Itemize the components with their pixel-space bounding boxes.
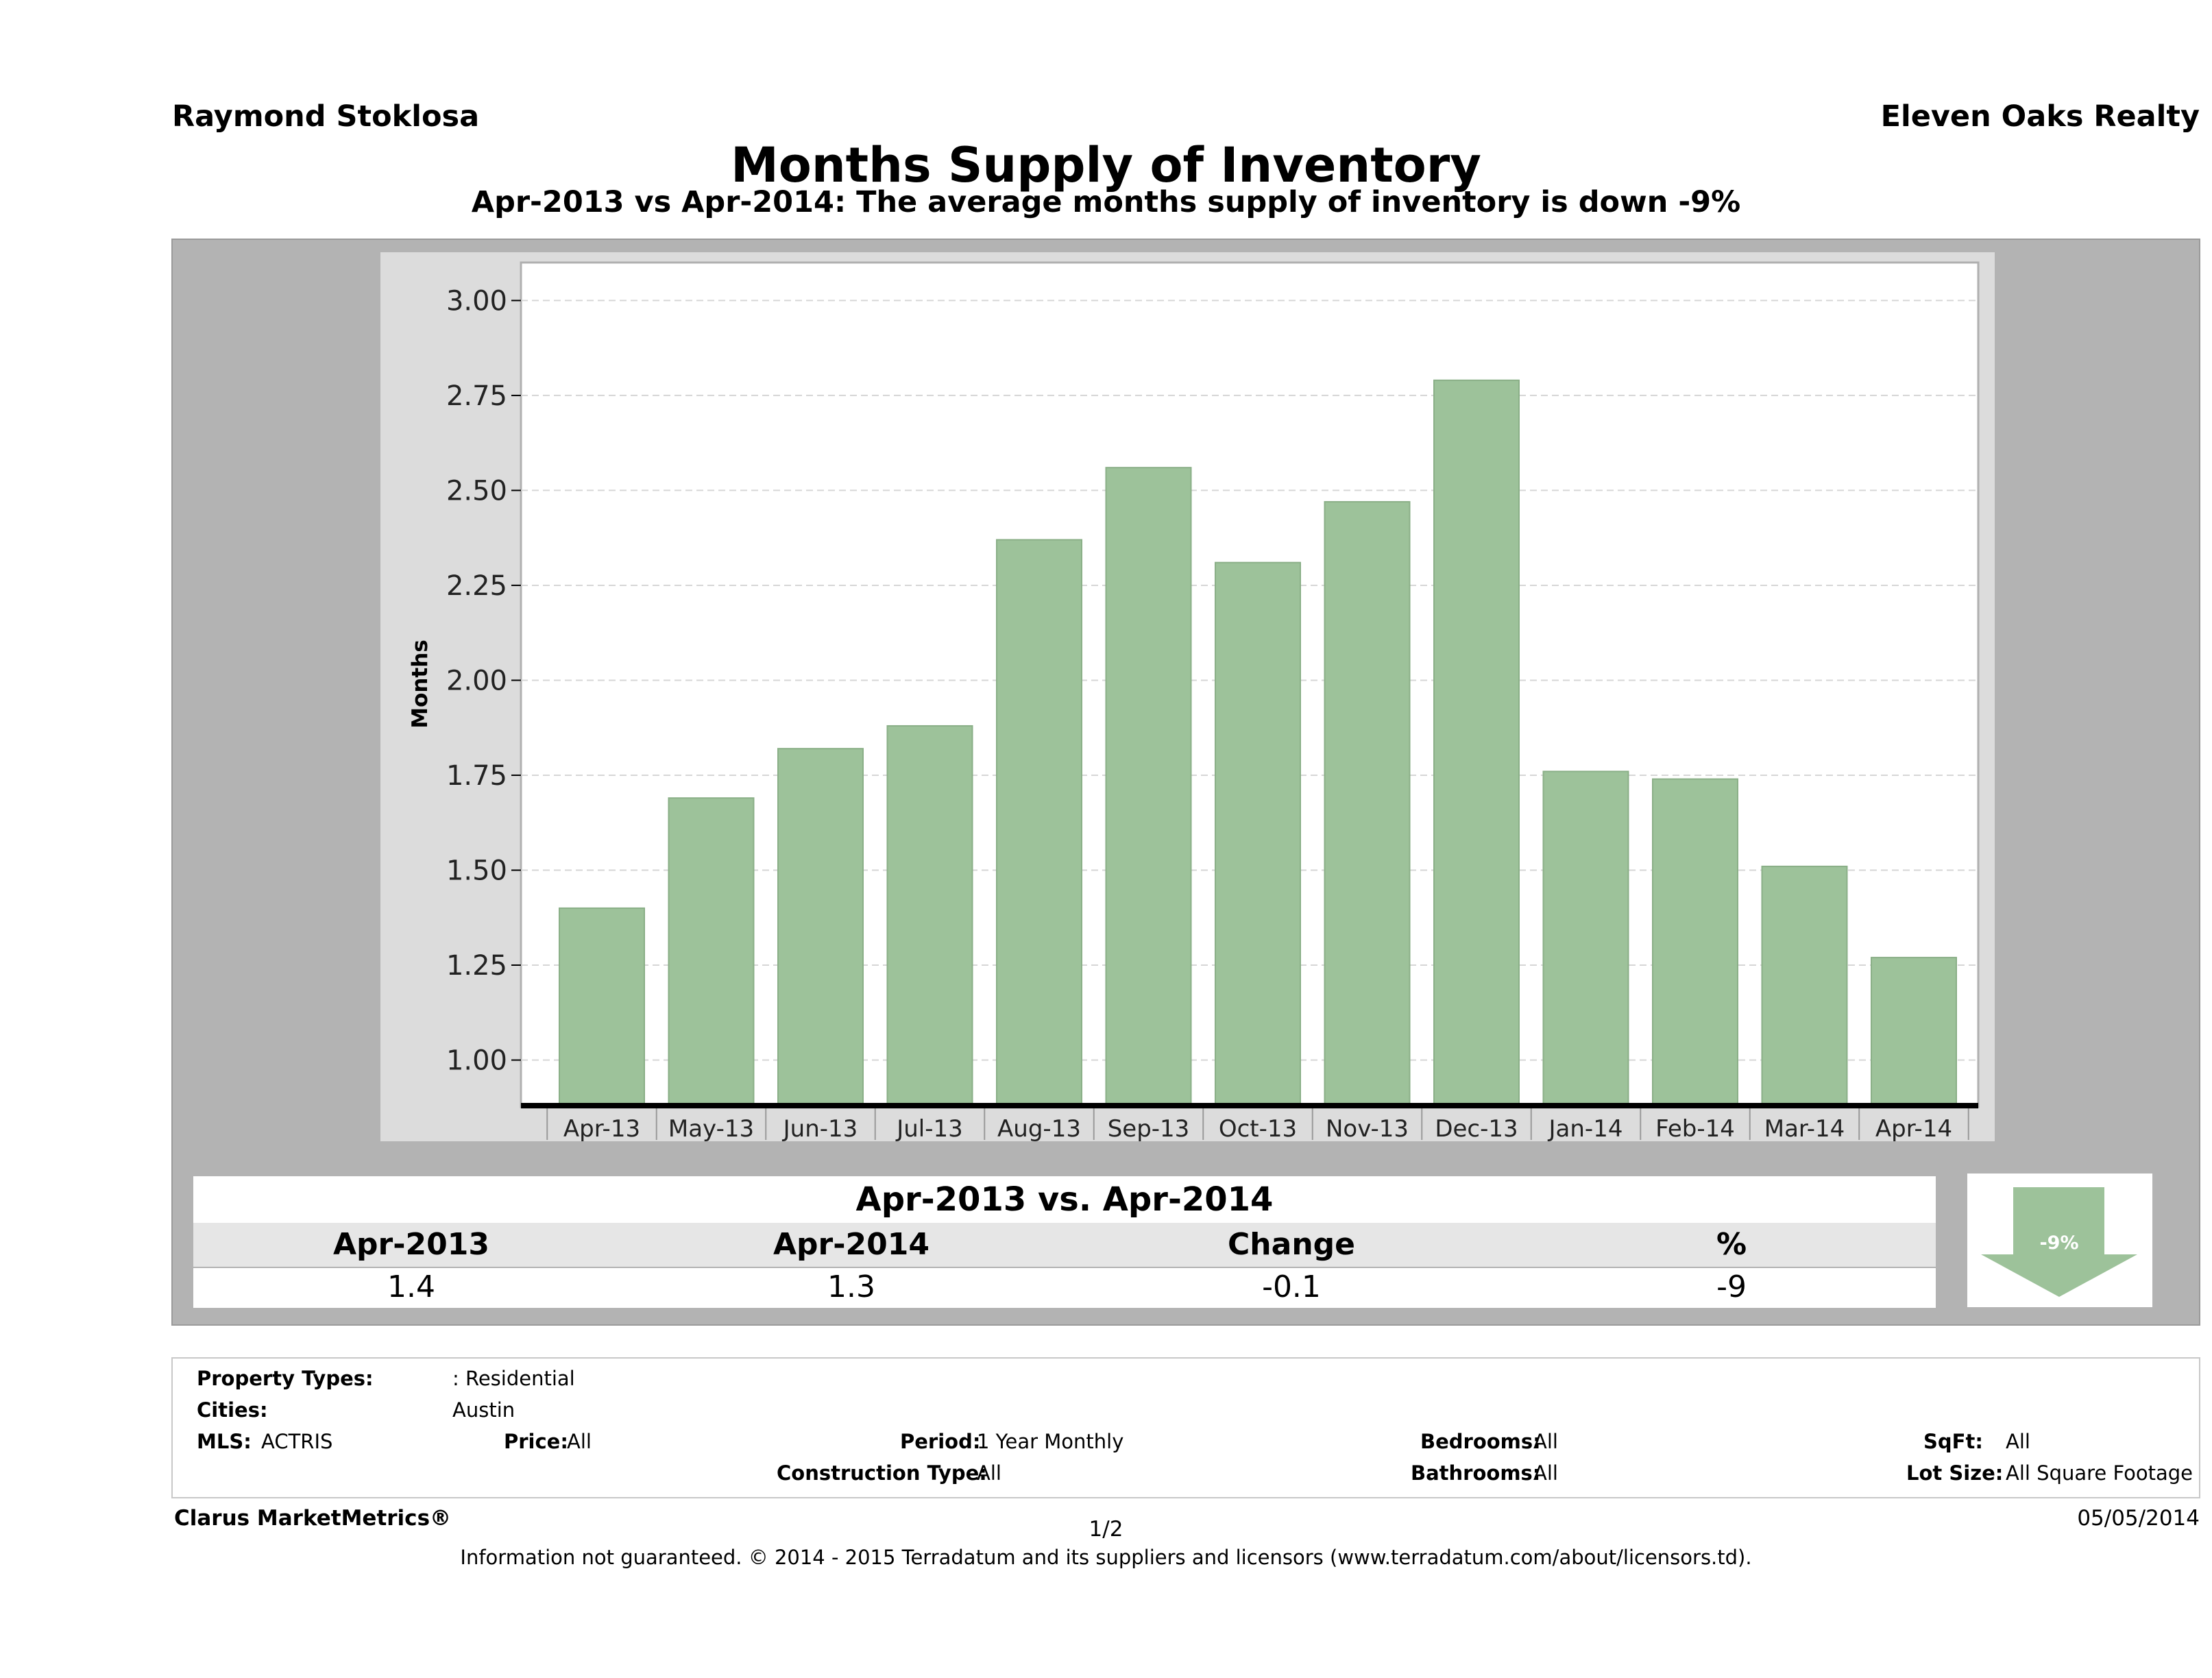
summary-header-apr-2013: Apr-2013: [333, 1227, 489, 1262]
y-tick-label: 1.00: [446, 1045, 507, 1077]
bar-dec-13: [1433, 379, 1520, 1107]
x-tick-label: Jun-13: [782, 1115, 858, 1141]
x-tick-label: Dec-13: [1435, 1115, 1518, 1141]
y-axis-ticks: 1.00 1.25 1.50 1.75 2.00 2.25 2.50 2.75 3.00: [446, 285, 521, 1077]
y-tick-label: 2.00: [446, 665, 507, 696]
bar-aug-13: [996, 539, 1082, 1106]
y-axis-label: Months: [408, 640, 433, 729]
x-tick-label: Jul-13: [895, 1115, 963, 1141]
y-tick-label: 2.50: [446, 475, 507, 507]
filter-property-types-value: : Residential: [452, 1367, 575, 1390]
filter-construction-type-label: Construction Type:: [777, 1461, 987, 1485]
y-tick-label: 1.75: [446, 760, 507, 792]
page-number: 1/2: [1089, 1517, 1123, 1542]
bar-sep-13: [1105, 467, 1192, 1106]
y-tick-label: 1.25: [446, 950, 507, 982]
x-tick-label: Apr-14: [1875, 1115, 1952, 1141]
bar-mar-14: [1761, 865, 1848, 1106]
bar-chart: 1.00 1.25 1.50 1.75 2.00 2.25 2.50 2.75 3.00 Apr…: [408, 261, 1980, 1141]
y-tick-label: 3.00: [446, 285, 507, 317]
x-tick-label: Nov-13: [1326, 1115, 1409, 1141]
brand-name: Clarus MarketMetrics®: [174, 1506, 452, 1531]
filter-construction-type-value: All: [977, 1461, 1001, 1485]
x-tick-label: Apr-13: [563, 1115, 640, 1141]
summary-header-percent: %: [1716, 1227, 1747, 1262]
filter-price-label: Price:: [504, 1430, 568, 1453]
filters-box: [171, 1357, 2200, 1498]
filter-period-value: 1 Year Monthly: [977, 1430, 1124, 1453]
filter-mls-label: MLS:: [197, 1430, 252, 1453]
disclaimer: Information not guaranteed. © 2014 - 201…: [460, 1546, 1752, 1569]
bar-jan-14: [1542, 770, 1629, 1106]
filter-bedrooms-label: Bedrooms:: [1420, 1430, 1541, 1453]
x-tick-label: Jan-14: [1548, 1115, 1623, 1141]
chart-title: Months Supply of Inventory: [731, 137, 1481, 193]
bar-nov-13: [1324, 501, 1411, 1106]
y-tick-label: 2.75: [446, 380, 507, 412]
x-tick-label: Sep-13: [1108, 1115, 1190, 1141]
summary-value-change: -0.1: [1262, 1269, 1321, 1304]
filter-property-types-label: Property Types:: [197, 1367, 374, 1390]
x-tick-label: Aug-13: [997, 1115, 1081, 1141]
bar-apr-13: [559, 907, 645, 1106]
summary-header-row: [193, 1223, 1936, 1267]
summary-title: Apr-2013 vs. Apr-2014: [855, 1180, 1274, 1219]
bar-jun-13: [777, 748, 864, 1106]
x-tick-label: Feb-14: [1655, 1115, 1735, 1141]
filter-sqft-label: SqFt:: [1923, 1430, 1983, 1453]
summary-value-apr-2013: 1.4: [387, 1269, 435, 1304]
filter-period-label: Period:: [900, 1430, 981, 1453]
filter-bathrooms-label: Bathrooms:: [1411, 1461, 1541, 1485]
summary-value-percent: -9: [1716, 1269, 1747, 1304]
bar-oct-13: [1215, 561, 1301, 1106]
summary-value-row: [193, 1268, 1936, 1308]
filter-price-value: All: [567, 1430, 592, 1453]
summary-value-apr-2014: 1.3: [827, 1269, 875, 1304]
agent-name: Raymond Stoklosa: [172, 99, 480, 134]
chart-subtitle: Apr-2013 vs Apr-2014: The average months…: [471, 185, 1741, 219]
x-tick-label: Mar-14: [1764, 1115, 1845, 1141]
filter-mls-value: ACTRIS: [261, 1430, 333, 1453]
x-axis-ticks: Apr-13 May-13 Jun-13 Jul-13 Aug-13 Sep-13 Oct-…: [546, 1108, 1969, 1141]
filter-cities-value: Austin: [452, 1398, 515, 1422]
down-arrow-icon: -9%: [1981, 1187, 2137, 1297]
bar-may-13: [668, 797, 755, 1106]
filter-lot-size-label: Lot Size:: [1906, 1461, 2004, 1485]
bar-jul-13: [886, 725, 973, 1106]
report-date: 05/05/2014: [2077, 1506, 2200, 1531]
bars: [559, 379, 1957, 1107]
company-name: Eleven Oaks Realty: [1880, 99, 2200, 134]
y-tick-label: 1.50: [446, 855, 507, 886]
summary-title-row: [193, 1176, 1936, 1223]
x-tick-label: Oct-13: [1219, 1115, 1297, 1141]
filter-lot-size-value: All Square Footage: [2006, 1461, 2193, 1485]
bar-apr-14: [1871, 956, 1957, 1107]
filter-cities-label: Cities:: [197, 1398, 268, 1422]
bar-feb-14: [1652, 778, 1738, 1106]
filter-sqft-value: All: [2006, 1430, 2030, 1453]
summary-header-change: Change: [1228, 1227, 1355, 1262]
filter-bedrooms-value: All: [1533, 1430, 1558, 1453]
y-tick-label: 2.25: [446, 570, 507, 602]
filter-bathrooms-value: All: [1533, 1461, 1558, 1485]
x-tick-label: May-13: [668, 1115, 754, 1141]
summary-header-apr-2014: Apr-2014: [773, 1227, 929, 1262]
change-badge-label: -9%: [2039, 1232, 2078, 1254]
